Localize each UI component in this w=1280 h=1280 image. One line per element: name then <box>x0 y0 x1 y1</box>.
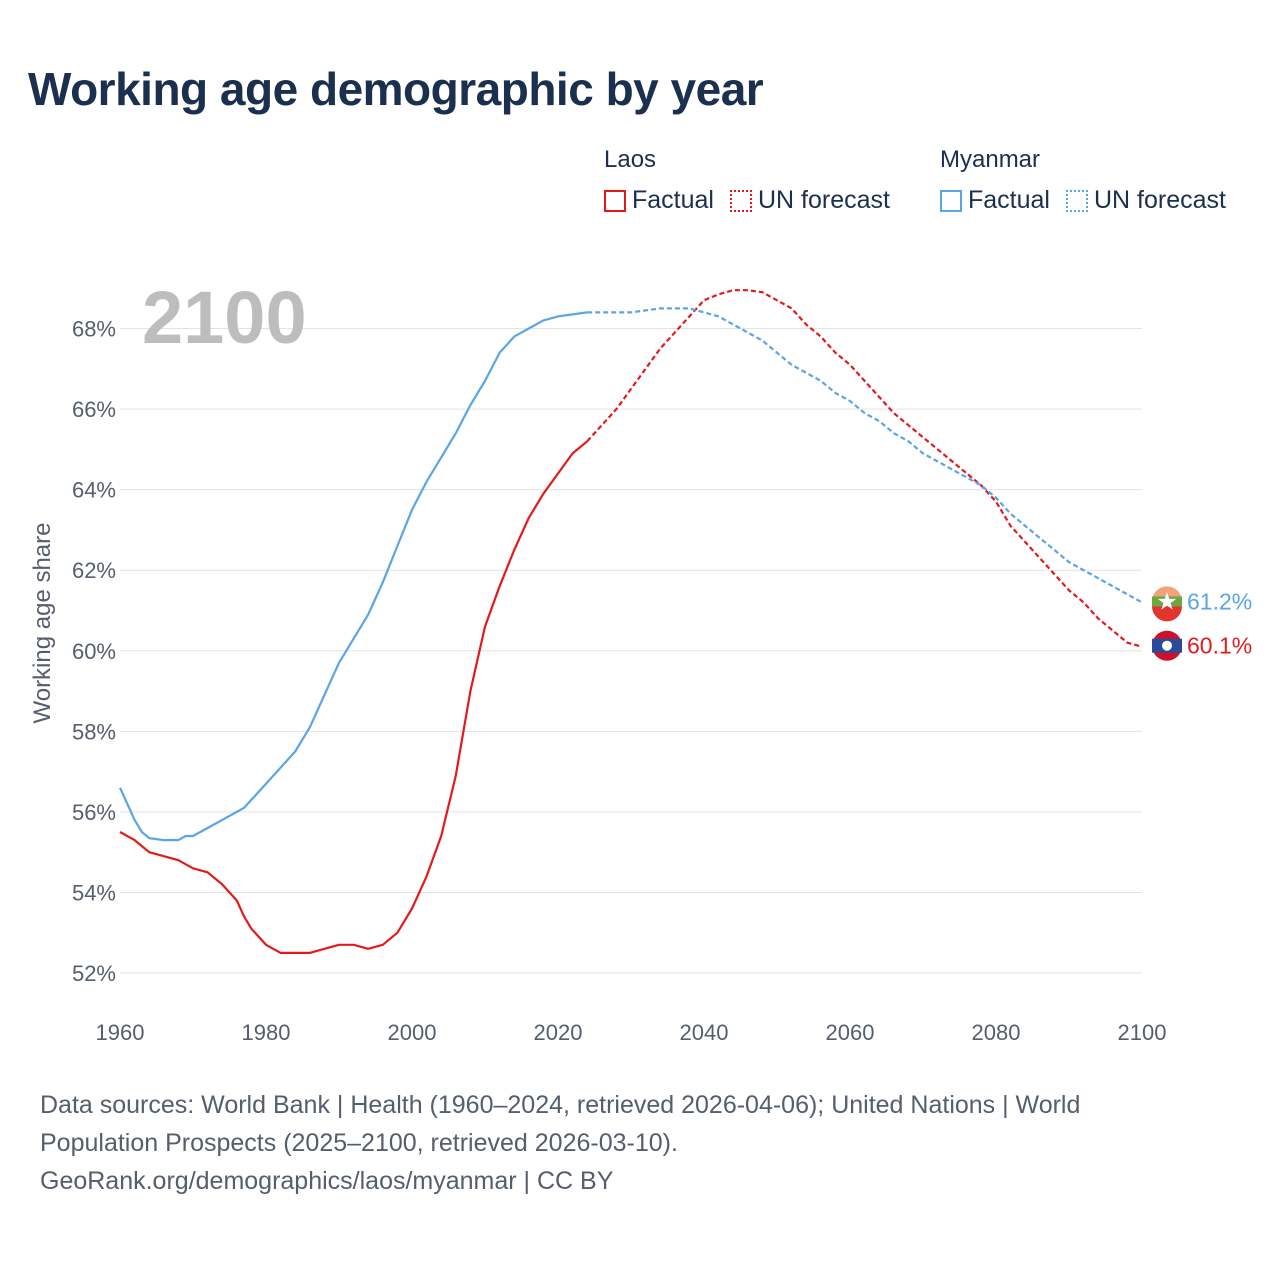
y-tick-label: 68% <box>72 317 116 342</box>
legend-group-myanmar: Myanmar Factual UN forecast <box>940 146 1242 215</box>
y-tick-label: 52% <box>72 961 116 986</box>
footer-line-3[interactable]: GeoRank.org/demographics/laos/myanmar | … <box>40 1167 614 1195</box>
legend-label: Factual <box>632 186 714 214</box>
x-tick-label: 1980 <box>242 1020 291 1045</box>
y-tick-label: 62% <box>72 558 116 583</box>
x-tick-label: 2020 <box>534 1020 583 1045</box>
y-tick-label: 54% <box>72 880 116 905</box>
x-tick-label: 2080 <box>972 1020 1021 1045</box>
x-tick-label: 2100 <box>1118 1020 1167 1045</box>
x-tick-label: 2060 <box>826 1020 875 1045</box>
legend-swatch <box>604 189 626 212</box>
chart-title: Working age demographic by year <box>28 63 764 115</box>
legend-item-myanmar-factual[interactable]: Factual <box>940 186 1050 215</box>
legend-label: UN forecast <box>1093 186 1226 214</box>
legend-item-laos-forecast[interactable]: UN forecast <box>729 186 890 215</box>
end-value-label-myanmar: 61.2% <box>1187 588 1252 614</box>
y-tick-label: 60% <box>72 639 116 664</box>
series-line-laos-factual[interactable] <box>119 440 588 954</box>
x-axis-ticks: 1960 1980 2000 2020 2040 2060 2080 2100 <box>96 1020 1167 1045</box>
legend-swatch <box>729 189 752 212</box>
series-line-myanmar-forecast[interactable] <box>587 307 1143 604</box>
gridlines <box>120 328 1142 974</box>
laos-flag-icon <box>1152 630 1182 661</box>
legend-swatch <box>940 189 962 212</box>
y-axis-label: Working age share <box>29 523 56 724</box>
y-tick-label: 58% <box>72 719 116 744</box>
legend-item-myanmar-forecast[interactable]: UN forecast <box>1065 186 1226 215</box>
myanmar-flag-icon: ★ <box>1152 586 1182 622</box>
footer-line-1: Data sources: World Bank | Health (1960–… <box>40 1091 1081 1119</box>
x-tick-label: 2040 <box>680 1020 729 1045</box>
series-line-laos-forecast[interactable] <box>586 289 1143 648</box>
legend-group-name: Laos <box>604 146 657 173</box>
y-tick-label: 64% <box>72 478 116 503</box>
legend-group-name: Myanmar <box>940 146 1041 173</box>
x-tick-label: 2000 <box>388 1020 437 1045</box>
y-tick-label: 56% <box>72 800 116 825</box>
footer-line-2: Population Prospects (2025–2100, retriev… <box>40 1129 678 1157</box>
y-tick-label: 66% <box>72 397 116 422</box>
y-axis-ticks: 52% 54% 56% 58% 60% 62% 64% 66% 68% <box>72 317 116 987</box>
end-value-label-laos: 60.1% <box>1187 633 1252 659</box>
series-line-myanmar-factual[interactable] <box>118 311 588 842</box>
svg-text:★: ★ <box>1156 587 1178 615</box>
legend-group-laos: Laos Factual UN forecast <box>604 146 906 215</box>
legend-label: UN forecast <box>757 186 890 214</box>
series-lines <box>118 289 1143 954</box>
legend-item-laos-factual[interactable]: Factual <box>604 186 714 215</box>
legend-swatch <box>1065 189 1088 212</box>
end-markers: 60.1% ★ 61.2% <box>1152 586 1252 661</box>
x-tick-label: 1960 <box>96 1020 145 1045</box>
current-year-label: 2100 <box>142 276 307 359</box>
legend-label: Factual <box>968 186 1050 214</box>
data-source-footer: Data sources: World Bank | Health (1960–… <box>40 1086 1240 1200</box>
